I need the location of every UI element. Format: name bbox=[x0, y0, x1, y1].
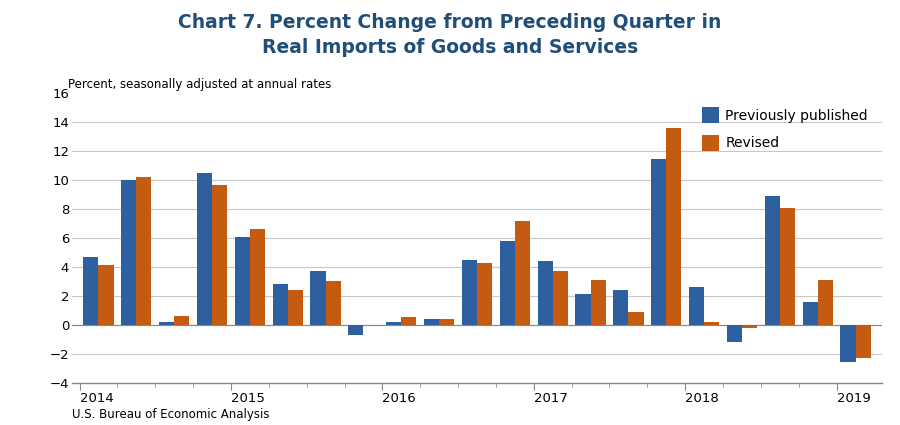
Bar bbox=[537, 261, 553, 325]
Bar bbox=[273, 284, 288, 325]
Bar bbox=[122, 180, 136, 325]
Bar bbox=[326, 281, 341, 325]
Bar bbox=[175, 316, 189, 325]
Bar bbox=[462, 260, 477, 325]
Bar bbox=[727, 325, 742, 342]
Bar bbox=[779, 208, 795, 325]
Bar bbox=[704, 322, 719, 325]
Bar bbox=[477, 263, 492, 325]
Text: U.S. Bureau of Economic Analysis: U.S. Bureau of Economic Analysis bbox=[72, 408, 269, 421]
Bar bbox=[803, 302, 818, 325]
Bar bbox=[856, 325, 870, 358]
Bar bbox=[288, 290, 303, 325]
Bar bbox=[424, 319, 439, 325]
Legend: Previously published, Revised: Previously published, Revised bbox=[695, 100, 875, 158]
Bar bbox=[197, 173, 212, 325]
Bar bbox=[651, 159, 666, 325]
Bar bbox=[575, 295, 590, 325]
Bar bbox=[98, 266, 113, 325]
Bar bbox=[666, 128, 681, 325]
Bar bbox=[159, 322, 175, 325]
Bar bbox=[348, 325, 364, 335]
Bar bbox=[689, 287, 704, 325]
Bar bbox=[500, 241, 515, 325]
Bar bbox=[765, 196, 779, 325]
Bar bbox=[136, 177, 151, 325]
Bar bbox=[818, 280, 832, 325]
Bar bbox=[515, 221, 530, 325]
Bar bbox=[386, 322, 401, 325]
Bar bbox=[212, 184, 227, 325]
Bar bbox=[553, 271, 568, 325]
Bar bbox=[628, 312, 644, 325]
Bar bbox=[590, 280, 606, 325]
Text: Percent, seasonally adjusted at annual rates: Percent, seasonally adjusted at annual r… bbox=[68, 78, 331, 91]
Bar bbox=[613, 290, 628, 325]
Bar bbox=[439, 319, 454, 325]
Text: Chart 7. Percent Change from Preceding Quarter in
Real Imports of Goods and Serv: Chart 7. Percent Change from Preceding Q… bbox=[178, 13, 722, 57]
Bar bbox=[401, 317, 417, 325]
Bar bbox=[84, 257, 98, 325]
Bar bbox=[250, 230, 265, 325]
Bar bbox=[235, 237, 250, 325]
Bar bbox=[742, 325, 757, 328]
Bar bbox=[841, 325, 856, 362]
Bar bbox=[310, 271, 326, 325]
